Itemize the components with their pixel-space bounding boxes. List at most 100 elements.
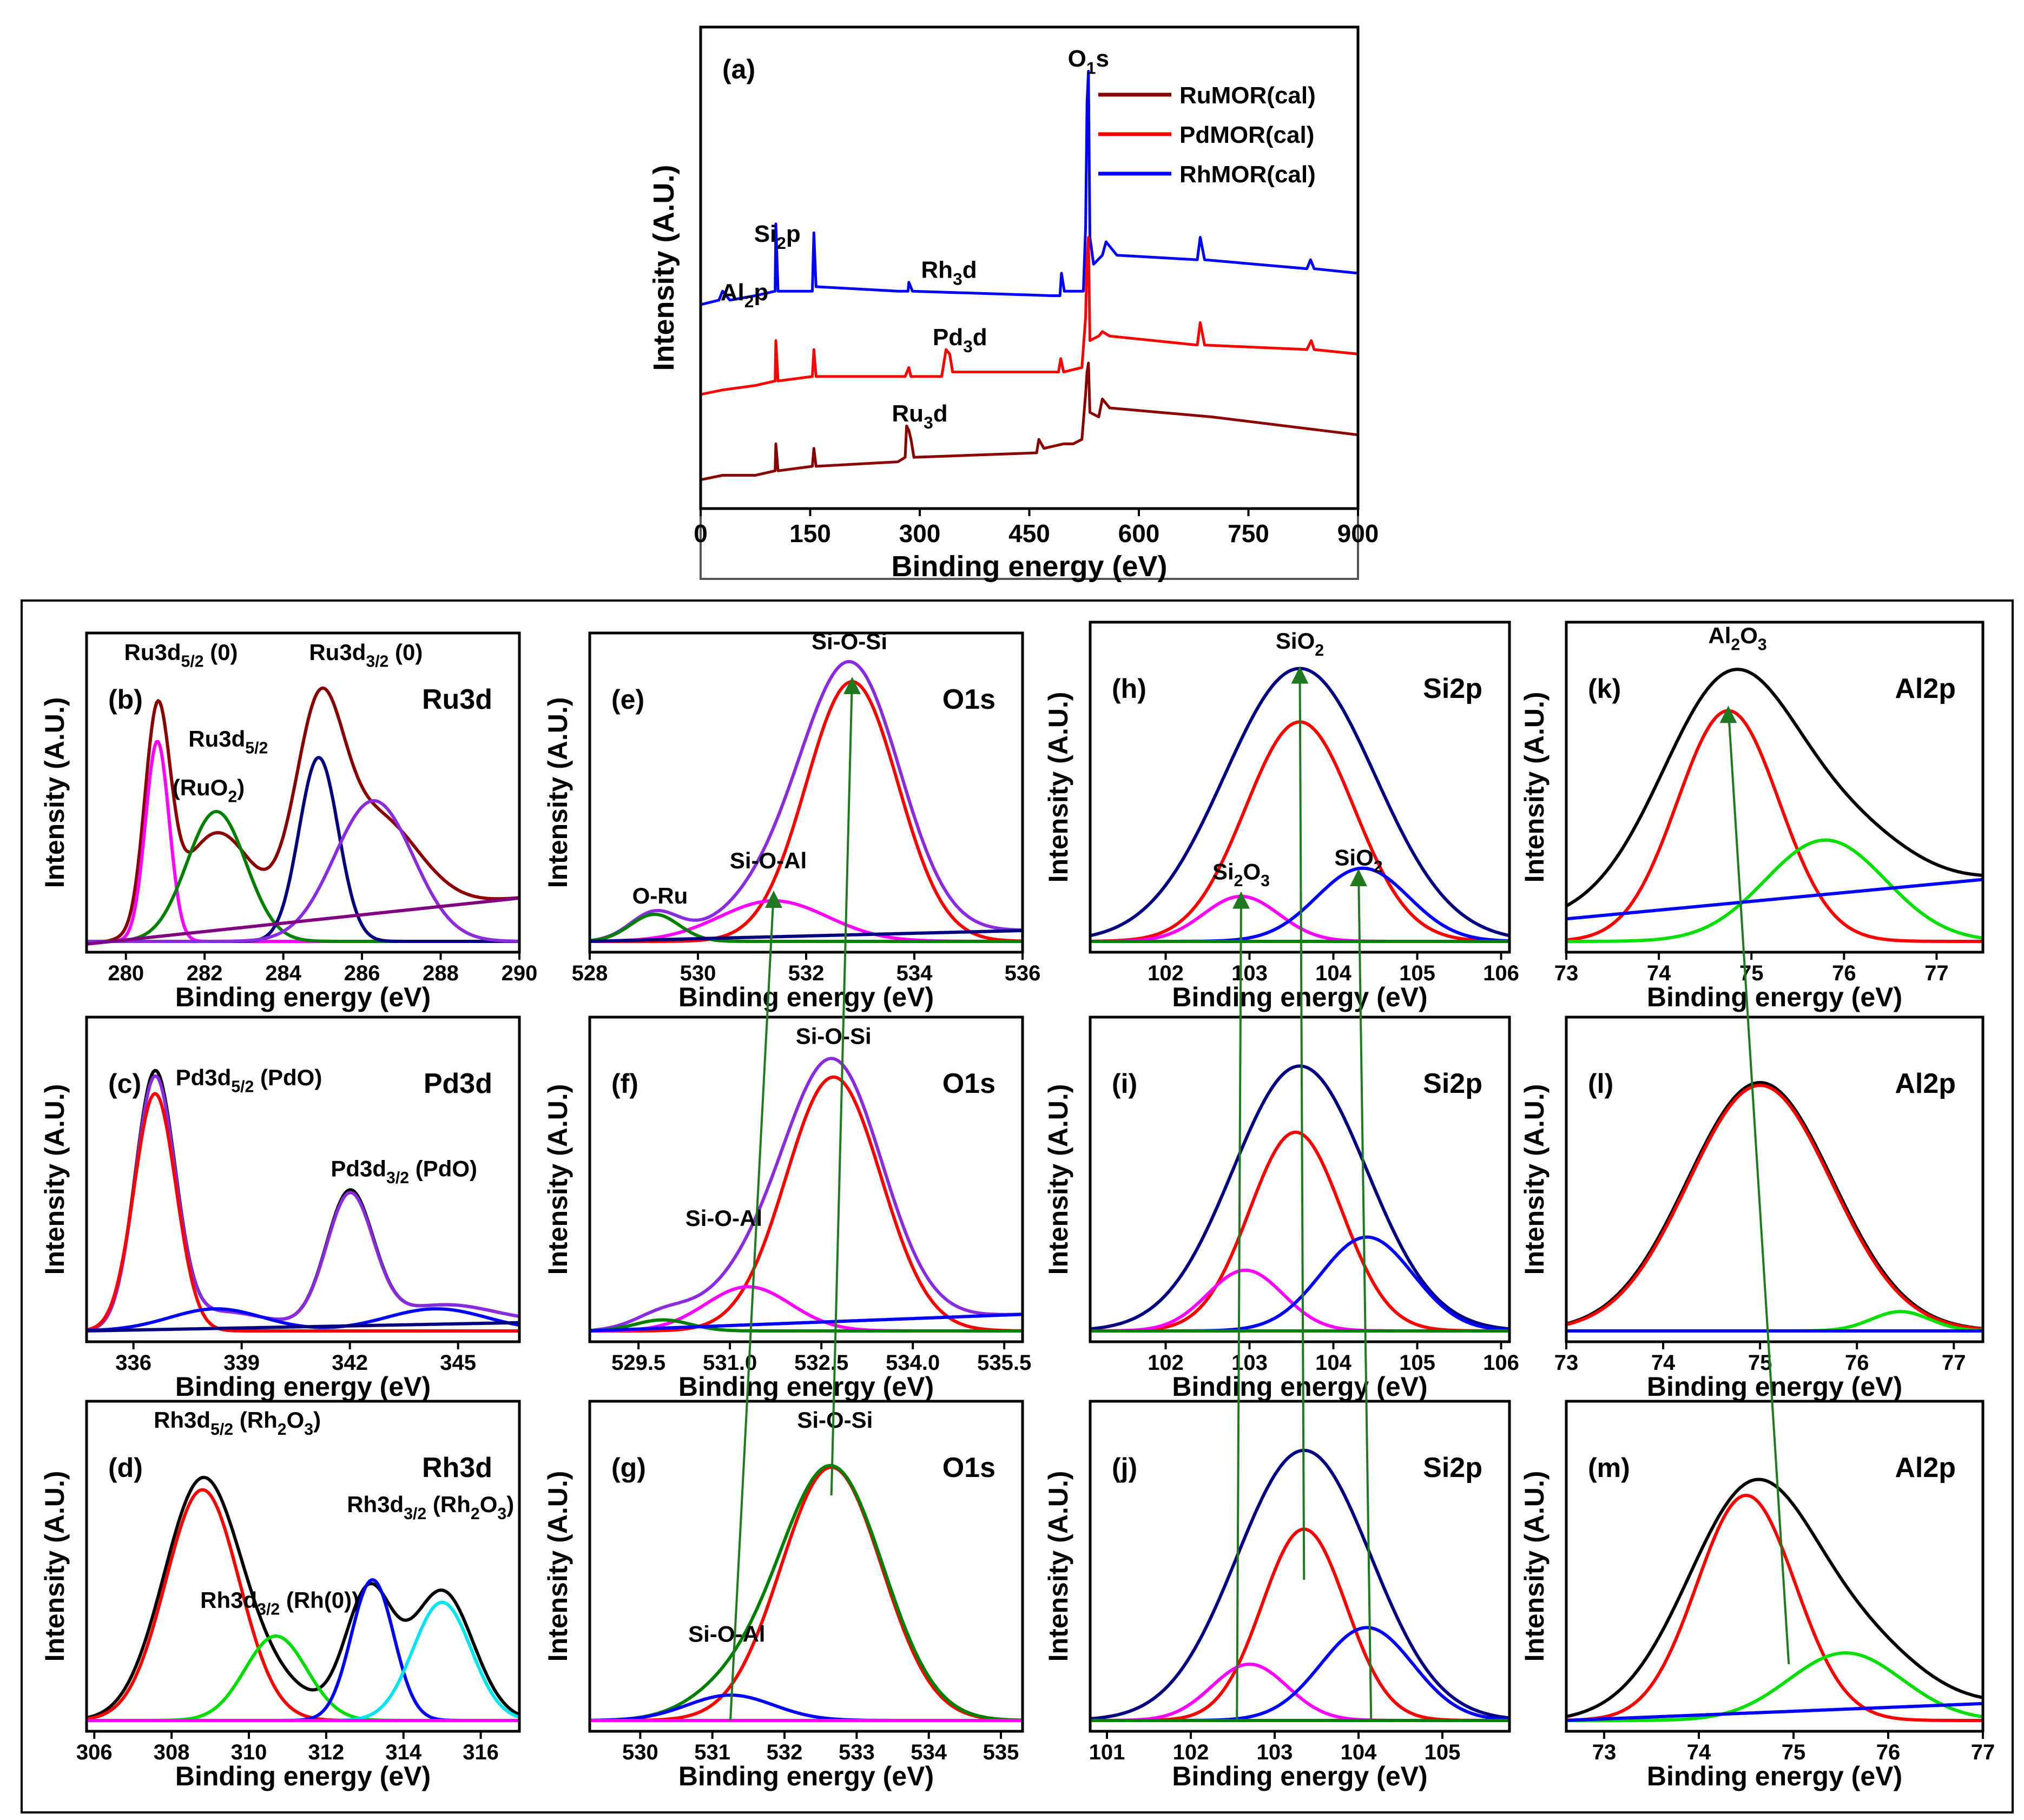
annotation-f-1: Si-O-Al [685, 1205, 762, 1231]
ylabel-m: Intensity (A.U.) [1519, 1471, 1550, 1662]
xtick-label-i-0: 102 [1148, 1351, 1184, 1375]
annotation-k-0: Al2​O3​ [1708, 623, 1766, 654]
series-c-pd3d5-2-pdo- [86, 1092, 519, 1333]
xtick-label-c-2: 342 [332, 1351, 368, 1375]
annotation-b-3: (RuO2​) [173, 775, 245, 806]
element-label-i: Si2p [1423, 1068, 1482, 1099]
annotation-h-1: Si2​O3​ [1212, 859, 1270, 891]
series-f-o-m [589, 1318, 1023, 1333]
xtick-label-g-3: 533 [839, 1740, 875, 1764]
annotation-a-1: Si2​p [754, 221, 801, 253]
axes-g [588, 1400, 1024, 1733]
xtick-label-k-2: 75 [1739, 961, 1764, 985]
xlabel-a: Binding energy (eV) [891, 550, 1167, 583]
xtick-label-d-0: 306 [76, 1740, 113, 1764]
series-c-fit [86, 1074, 520, 1332]
xtick-label-k-3: 76 [1832, 961, 1856, 985]
xtick-label-b-4: 288 [423, 961, 459, 985]
annotation-d-2: Rh3d3/2​ (Rh(0)) [200, 1587, 359, 1619]
xlabel-h: Binding energy (eV) [1172, 982, 1427, 1012]
axes-j [1089, 1400, 1511, 1733]
legend-label-1: PdMOR(cal) [1179, 122, 1314, 148]
arrow-si2o3 [1232, 891, 1250, 909]
annotation-c-1: Pd3d3/2​ (PdO) [331, 1156, 477, 1187]
legend-label-0: RuMOR(cal) [1179, 82, 1316, 109]
xlabel-m: Binding energy (eV) [1647, 1761, 1902, 1791]
xtick-label-b-0: 280 [108, 961, 144, 985]
annotation-g-0: Si-O-Si [797, 1407, 873, 1433]
ylabel-b: Intensity (A.U.) [39, 697, 70, 888]
axes-h [1089, 621, 1511, 954]
xtick-label-g-4: 534 [911, 1740, 947, 1764]
axes-l [1565, 1015, 1985, 1343]
xtick-label-l-1: 74 [1651, 1351, 1676, 1375]
annotation-g-1: Si-O-Al [688, 1621, 765, 1646]
axes-d [85, 1400, 521, 1733]
xtick-label-d-5: 316 [463, 1740, 499, 1764]
panel-label-b: (b) [108, 684, 143, 715]
xtick-label-g-2: 532 [767, 1740, 803, 1764]
element-label-m: Al2p [1895, 1452, 1956, 1483]
annotation-e-0: Si-O-Si [812, 629, 887, 654]
xtick-label-j-0: 101 [1089, 1740, 1125, 1764]
series-a-pdmor-cal- [700, 236, 1359, 396]
panel-label-d: (d) [108, 1453, 143, 1483]
xtick-label-m-2: 75 [1782, 1740, 1806, 1764]
annotation-b-0: Ru3d5/2​ (0) [124, 639, 238, 671]
ylabel-c: Intensity (A.U.) [39, 1084, 70, 1275]
panel-label-a: (a) [722, 54, 755, 84]
series-k-envelope [1565, 668, 1983, 908]
legend-label-2: RhMOR(cal) [1179, 161, 1316, 188]
xtick-label-d-3: 312 [308, 1740, 344, 1764]
arrow-sio2 [1291, 666, 1309, 684]
ylabel-h: Intensity (A.U.) [1043, 692, 1073, 883]
panel-e: 528 530 532 534 536 Binding energy (eV) Intens… [543, 629, 1040, 1012]
xlabel-f: Binding energy (eV) [678, 1371, 934, 1402]
axes-f [588, 1015, 1024, 1343]
series-b-ru3d3-2-ruo2- [87, 799, 519, 943]
series-l-al2o3 [1566, 1084, 1983, 1331]
xtick-label-i-2: 104 [1315, 1351, 1351, 1375]
xtick-label-m-0: 73 [1592, 1740, 1617, 1764]
ylabel-i: Intensity (A.U.) [1043, 1084, 1073, 1275]
element-label-b: Ru3d [422, 684, 492, 715]
guide-si-o-si [830, 678, 853, 1496]
annotation-a-3: Rh3​d [921, 256, 977, 288]
xtick-label-a-0: 0 [694, 519, 708, 548]
panel-d: 306 308 310 312 314 316 Binding energy (eV) Int… [39, 1400, 521, 1791]
panel-label-j: (j) [1112, 1453, 1137, 1483]
annotation-d-1: Rh3d3/2​ (Rh2​O3​) [347, 1492, 514, 1523]
xtick-label-f-4: 535.5 [977, 1351, 1031, 1375]
panel-k: 73 74 75 76 77 Binding energy (eV) Intensity (… [1519, 621, 1985, 1012]
xlabel-e: Binding energy (eV) [678, 982, 934, 1012]
series-k-background [1566, 878, 1983, 921]
element-label-e: O1s [942, 684, 995, 715]
panel-m: 73 74 75 76 77 Binding energy (eV) Intensity (… [1519, 1400, 1995, 1791]
xtick-label-h-2: 104 [1315, 961, 1351, 985]
element-label-d: Rh3d [422, 1452, 492, 1483]
guide-si-o-al [729, 892, 775, 1721]
xtick-label-l-3: 76 [1845, 1351, 1869, 1375]
annotation-h-2: SiO2​ [1334, 845, 1382, 876]
peak-guide-lines [729, 666, 1790, 1721]
series-j-envelope [1090, 1448, 1510, 1720]
xtick-label-h-3: 105 [1399, 961, 1435, 985]
annotation-a-4: Pd3​d [933, 324, 987, 356]
series-i-envelope [1090, 1064, 1510, 1331]
xtick-label-d-2: 310 [231, 1740, 267, 1764]
xlabel-c: Binding energy (eV) [175, 1371, 431, 1402]
xtick-label-m-1: 74 [1687, 1740, 1711, 1764]
annotation-d-0: Rh3d5/2​ (Rh2​O3​) [154, 1407, 321, 1439]
xtick-label-m-4: 77 [1971, 1740, 1995, 1764]
element-label-h: Si2p [1423, 673, 1482, 704]
annotation-a-5: Ru3​d [892, 400, 947, 432]
ylabel-l: Intensity (A.U.) [1519, 1084, 1550, 1275]
xlabel-k: Binding energy (eV) [1647, 982, 1902, 1012]
element-label-j: Si2p [1423, 1452, 1482, 1483]
xtick-label-b-2: 284 [265, 961, 301, 985]
ylabel-a: Intensity (A.U.) [648, 164, 680, 371]
series-e-envelope [589, 660, 1023, 942]
element-label-l: Al2p [1895, 1068, 1956, 1099]
